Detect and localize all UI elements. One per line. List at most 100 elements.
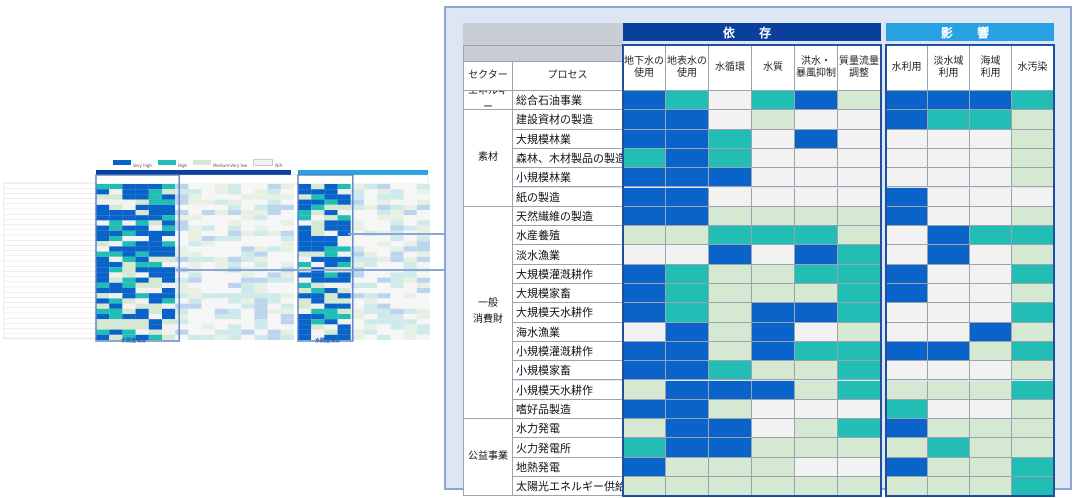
rating-cell xyxy=(752,226,795,246)
thumbnail-cell xyxy=(241,262,255,268)
thumbnail-cell xyxy=(201,215,215,221)
thumbnail-cell xyxy=(135,230,149,236)
thumbnail-cell xyxy=(364,199,378,205)
thumbnail-cell xyxy=(298,241,312,247)
thumbnail-cell xyxy=(135,241,149,247)
thumbnail-cell xyxy=(337,225,351,231)
thumbnail-cell xyxy=(135,204,149,210)
thumbnail-cell xyxy=(188,251,202,257)
thumbnail-cell xyxy=(337,282,351,288)
thumbnail-cell xyxy=(377,288,391,294)
thumbnail-cell xyxy=(175,334,189,340)
thumbnail-cell xyxy=(416,220,430,226)
thumbnail-cell xyxy=(96,256,110,262)
process-cell: 大規模天水耕作 xyxy=(513,303,623,323)
thumbnail-cell xyxy=(241,277,255,283)
thumbnail-cell xyxy=(175,303,189,309)
thumbnail-cell xyxy=(267,298,281,304)
rating-cell xyxy=(928,419,970,439)
rating-cell xyxy=(666,264,709,284)
rating-cell xyxy=(795,264,838,284)
thumbnail-cell xyxy=(188,288,202,294)
thumbnail-cell xyxy=(350,324,364,330)
thumbnail-cell xyxy=(122,246,136,252)
rating-cell xyxy=(709,245,752,265)
process-cell: 淡水漁業 xyxy=(513,245,623,265)
rating-cell xyxy=(623,303,666,323)
rating-cell xyxy=(795,361,838,381)
thumbnail-cell xyxy=(403,334,417,340)
thumbnail-cell xyxy=(390,298,404,304)
thumbnail-cell xyxy=(416,329,430,335)
thumbnail-cell xyxy=(188,194,202,200)
rating-cell xyxy=(886,303,928,323)
rating-cell xyxy=(752,206,795,227)
thumbnail-cell xyxy=(175,272,189,278)
rating-cell xyxy=(752,168,795,188)
thumbnail-cell xyxy=(337,236,351,242)
thumbnail-cell xyxy=(390,256,404,262)
thumbnail-cell xyxy=(390,204,404,210)
rating-cell xyxy=(666,477,709,497)
thumbnail-cell xyxy=(109,225,123,231)
thumbnail-cell xyxy=(135,256,149,262)
rating-cell xyxy=(970,341,1012,362)
thumbnail-cell xyxy=(267,288,281,294)
thumbnail-cell xyxy=(96,220,110,226)
thumbnail-cell xyxy=(135,194,149,200)
thumbnail-cell xyxy=(188,220,202,226)
thumbnail-cell xyxy=(162,267,176,273)
thumbnail-cell xyxy=(122,329,136,335)
thumbnail-cell xyxy=(96,236,110,242)
thumbnail-cell xyxy=(403,314,417,320)
thumbnail-cell xyxy=(148,194,162,200)
rating-cell xyxy=(970,206,1012,227)
thumbnail-cell xyxy=(175,246,189,252)
thumbnail-cell xyxy=(135,314,149,320)
thumbnail-cell xyxy=(267,225,281,231)
thumbnail-cell xyxy=(337,324,351,330)
impact-band: 影 響 xyxy=(886,23,1054,41)
thumbnail-cell xyxy=(324,272,338,278)
thumbnail-cell xyxy=(162,324,176,330)
rating-cell xyxy=(709,419,752,439)
thumbnail-cell xyxy=(311,282,325,288)
thumbnail-cell xyxy=(377,262,391,268)
thumbnail-cell xyxy=(267,199,281,205)
thumbnail-cell xyxy=(390,194,404,200)
rating-cell xyxy=(666,110,709,130)
thumbnail-cell xyxy=(135,308,149,314)
thumbnail-cell xyxy=(311,184,325,190)
thumbnail-cell xyxy=(311,324,325,330)
thumbnail-cell xyxy=(201,251,215,257)
rating-cell xyxy=(752,457,795,477)
thumbnail-cell xyxy=(403,246,417,252)
thumbnail-cell xyxy=(254,298,268,304)
rating-cell xyxy=(752,129,795,149)
thumbnail-cell xyxy=(201,220,215,226)
rating-cell xyxy=(838,380,881,400)
thumbnail-cell xyxy=(96,277,110,283)
thumbnail-cell xyxy=(311,272,325,278)
thumbnail-cell xyxy=(403,199,417,205)
thumbnail-cell xyxy=(228,210,242,216)
thumbnail-cell xyxy=(241,272,255,278)
rating-cell xyxy=(928,438,970,458)
process-cell: 海水漁業 xyxy=(513,322,623,342)
rating-cell xyxy=(666,226,709,246)
rating-cell xyxy=(1012,322,1054,342)
sector-cell: 一般 消費財 xyxy=(463,206,513,420)
rating-cell xyxy=(1012,245,1054,265)
thumbnail-cell xyxy=(364,277,378,283)
thumbnail-cell xyxy=(254,319,268,325)
thumbnail-cell xyxy=(254,329,268,335)
thumbnail-cell xyxy=(228,277,242,283)
thumbnail-cell xyxy=(280,251,294,257)
rating-cell xyxy=(623,477,666,497)
rating-cell xyxy=(709,322,752,342)
thumbnail-cell xyxy=(298,204,312,210)
thumbnail-cell xyxy=(416,210,430,216)
rating-cell xyxy=(666,457,709,477)
thumbnail-cell xyxy=(377,319,391,325)
thumbnail-cell xyxy=(188,225,202,231)
